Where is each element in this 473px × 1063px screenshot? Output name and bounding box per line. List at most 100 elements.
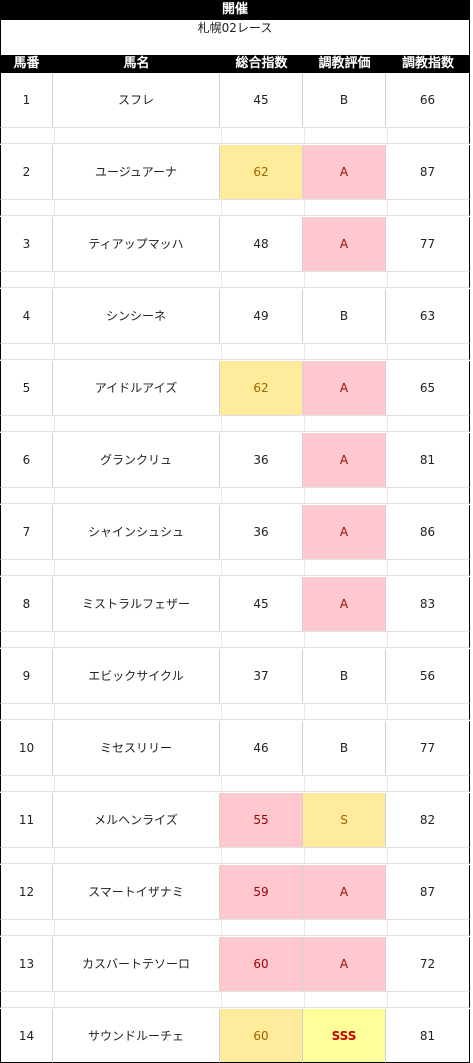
horse-name-cell: スマートイザナミ (53, 865, 220, 919)
training-index-cell: 86 (386, 505, 470, 559)
spacer-row (0, 559, 470, 576)
overall-index-cell: 62 (220, 361, 303, 415)
column-header-row: 馬番 馬名 総合指数 調教評価 調教指数 (0, 55, 470, 73)
training-index-cell: 72 (386, 937, 470, 991)
overall-index-cell: 62 (220, 145, 303, 199)
overall-index-cell: 45 (220, 577, 303, 631)
training-eval-cell: S (303, 793, 386, 847)
blank-row (0, 36, 470, 55)
horse-number-cell: 7 (0, 505, 53, 559)
race-subtitle: 札幌02レース (0, 20, 470, 36)
horse-number-cell: 9 (0, 649, 53, 703)
training-index-cell: 56 (386, 649, 470, 703)
spacer-row (0, 127, 470, 144)
training-index-cell: 63 (386, 289, 470, 343)
column-header: 馬名 (123, 56, 150, 71)
table-row: 2 ユージュアーナ 62 A 87 (0, 145, 470, 199)
table-row: 8 ミストラルフェザー 45 A 83 (0, 577, 470, 631)
table-row: 3 ティアップマッハ 48 A 77 (0, 217, 470, 271)
spacer-row (0, 631, 470, 648)
horse-name-cell: カスバートテソーロ (53, 937, 220, 991)
overall-index-cell: 60 (220, 937, 303, 991)
table-row: 10 ミセスリリー 46 B 77 (0, 721, 470, 775)
spacer-row (0, 775, 470, 792)
overall-index-cell: 37 (220, 649, 303, 703)
horse-name-cell: スフレ (53, 73, 220, 127)
horse-number-cell: 11 (0, 793, 53, 847)
horse-number-cell: 6 (0, 433, 53, 487)
overall-index-cell: 46 (220, 721, 303, 775)
overall-index-cell: 36 (220, 433, 303, 487)
horse-name-cell: サウンドルーチェ (53, 1009, 220, 1063)
spacer-row (0, 487, 470, 504)
horse-name-cell: ミセスリリー (53, 721, 220, 775)
training-index-cell: 65 (386, 361, 470, 415)
title-bar: 開催 (0, 0, 470, 20)
training-index-cell: 87 (386, 145, 470, 199)
horse-number-cell: 3 (0, 217, 53, 271)
column-header: 調教評価 (318, 56, 371, 71)
table-row: 12 スマートイザナミ 59 A 87 (0, 865, 470, 919)
training-index-cell: 87 (386, 865, 470, 919)
table-row: 5 アイドルアイズ 62 A 65 (0, 361, 470, 415)
spacer-row (0, 703, 470, 720)
training-eval-cell: SSS (303, 1009, 386, 1063)
overall-index-cell: 45 (220, 73, 303, 127)
horse-name-cell: ティアップマッハ (53, 217, 220, 271)
spacer-row (0, 991, 470, 1008)
table-row: 1 スフレ 45 B 66 (0, 73, 470, 127)
column-header: 調教指数 (401, 56, 454, 71)
table-row: 4 シンシーネ 49 B 63 (0, 289, 470, 343)
table-row: 11 メルヘンライズ 55 S 82 (0, 793, 470, 847)
training-index-cell: 77 (386, 721, 470, 775)
training-eval-cell: A (303, 577, 386, 631)
horse-number-cell: 13 (0, 937, 53, 991)
horse-name-cell: ミストラルフェザー (53, 577, 220, 631)
overall-index-cell: 48 (220, 217, 303, 271)
horse-name-cell: グランクリュ (53, 433, 220, 487)
training-eval-cell: A (303, 217, 386, 271)
overall-index-cell: 36 (220, 505, 303, 559)
horse-number-cell: 2 (0, 145, 53, 199)
table-row: 14 サウンドルーチェ 60 SSS 81 (0, 1009, 470, 1063)
horse-number-cell: 5 (0, 361, 53, 415)
spacer-row (0, 343, 470, 360)
training-eval-cell: B (303, 649, 386, 703)
horse-name-cell: ユージュアーナ (53, 145, 220, 199)
horse-name-cell: シャインシュシュ (53, 505, 220, 559)
training-index-cell: 81 (386, 1009, 470, 1063)
spacer-row (0, 199, 470, 216)
training-eval-cell: A (303, 505, 386, 559)
training-eval-cell: A (303, 865, 386, 919)
overall-index-cell: 59 (220, 865, 303, 919)
spacer-row (0, 847, 470, 864)
table-row: 6 グランクリュ 36 A 81 (0, 433, 470, 487)
overall-index-cell: 49 (220, 289, 303, 343)
overall-index-cell: 60 (220, 1009, 303, 1063)
table-row: 9 エビックサイクル 37 B 56 (0, 649, 470, 703)
column-header: 馬番 (13, 56, 40, 71)
training-index-cell: 66 (386, 73, 470, 127)
training-eval-cell: B (303, 73, 386, 127)
horse-name-cell: メルヘンライズ (53, 793, 220, 847)
training-index-cell: 81 (386, 433, 470, 487)
horse-number-cell: 4 (0, 289, 53, 343)
training-index-cell: 82 (386, 793, 470, 847)
training-eval-cell: A (303, 433, 386, 487)
training-index-cell: 83 (386, 577, 470, 631)
horse-number-cell: 14 (0, 1009, 53, 1063)
column-header: 総合指数 (235, 56, 288, 71)
horse-name-cell: シンシーネ (53, 289, 220, 343)
horse-number-cell: 12 (0, 865, 53, 919)
horse-number-cell: 8 (0, 577, 53, 631)
training-index-cell: 77 (386, 217, 470, 271)
overall-index-cell: 55 (220, 793, 303, 847)
training-eval-cell: B (303, 289, 386, 343)
spacer-row (0, 919, 470, 936)
title-text: 開催 (221, 2, 248, 17)
horse-number-cell: 1 (0, 73, 53, 127)
training-eval-cell: A (303, 937, 386, 991)
spacer-row (0, 271, 470, 288)
horse-name-cell: アイドルアイズ (53, 361, 220, 415)
spacer-row (0, 415, 470, 432)
